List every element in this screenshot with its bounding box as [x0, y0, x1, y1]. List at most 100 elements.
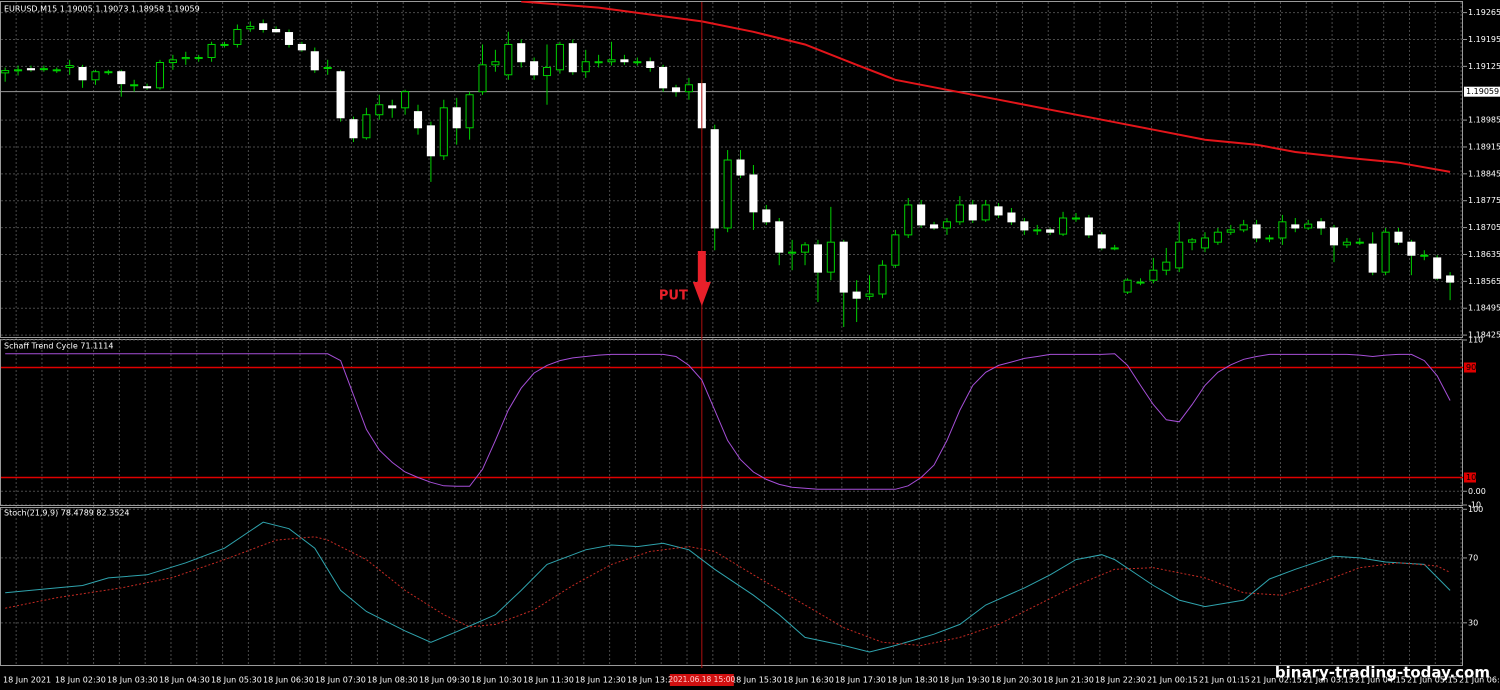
level-label-box — [1464, 362, 1476, 373]
indicator-line — [5, 353, 1451, 490]
candle-body — [401, 91, 410, 109]
signal-arrow — [692, 251, 711, 306]
candle-body — [1304, 223, 1313, 229]
candle-body — [117, 71, 126, 85]
x-tick-label: 21 Jun 01:15 — [1199, 676, 1250, 685]
candle-body — [813, 244, 822, 273]
x-tick-label: 21 Jun 00:15 — [1147, 676, 1198, 685]
candle-body — [1020, 221, 1029, 231]
candle-body — [955, 204, 964, 223]
candle-body — [568, 43, 577, 73]
crosshair-label-box — [669, 674, 734, 686]
candle-body — [633, 61, 642, 64]
level-label: 90 — [1466, 363, 1476, 372]
candle-body — [1200, 237, 1210, 249]
x-tick-label: 18 Jun 21:30 — [1043, 676, 1094, 685]
y-tick-label: 1.19125 — [1468, 62, 1500, 71]
candle-body — [878, 264, 887, 295]
pane-title: Schaff Trend Cycle 71.1114 — [4, 342, 113, 351]
candle-body — [1265, 237, 1274, 240]
candle-body — [207, 43, 216, 59]
candle-body — [530, 61, 539, 76]
candle-body — [362, 114, 371, 139]
candle-body — [1110, 247, 1119, 250]
candle-body — [1123, 279, 1132, 293]
candle-body — [800, 244, 810, 253]
candle-body — [336, 71, 345, 119]
candle-body — [388, 105, 397, 109]
stoch-pane-frame — [0, 507, 1463, 666]
candle-body — [852, 291, 861, 299]
candle-body — [1071, 217, 1081, 220]
candle-body — [891, 234, 900, 266]
x-tick-label: 18 Jun 18:30 — [887, 676, 938, 685]
x-tick-label: 18 Jun 11:30 — [523, 676, 574, 685]
x-tick-label: 18 Jun 05:30 — [211, 676, 262, 685]
moving-average — [521, 1, 1451, 173]
candle-body — [91, 71, 100, 81]
candle-body — [646, 61, 655, 68]
candle-body — [1446, 275, 1455, 283]
x-tick-label: 18 Jun 20:30 — [991, 676, 1042, 685]
candle-body — [710, 129, 719, 229]
candle-body — [104, 71, 113, 74]
y-tick-label: 0.00 — [1468, 487, 1486, 496]
candle-body — [26, 68, 36, 71]
x-tick-label: 21 Jun 02:15 — [1251, 676, 1302, 685]
y-tick-label: 1.18775 — [1468, 196, 1500, 205]
candle-body — [1162, 261, 1171, 271]
indicator-line — [5, 536, 1451, 647]
candle-body — [168, 59, 177, 64]
candle-body — [517, 43, 526, 63]
candle-body — [684, 84, 693, 93]
candle-body — [968, 204, 977, 221]
y-tick-label: 1.18915 — [1468, 142, 1500, 151]
y-tick-label: 1.19265 — [1468, 8, 1500, 17]
y-tick-label: 1.18845 — [1468, 169, 1500, 178]
candle-body — [736, 159, 745, 176]
candle-body — [1394, 231, 1403, 243]
candle-body — [1226, 229, 1235, 233]
y-tick-label: 1.18565 — [1468, 277, 1500, 286]
x-tick-label: 18 Jun 22:30 — [1095, 676, 1146, 685]
candle-body — [1317, 221, 1326, 229]
candle-body — [465, 94, 474, 129]
candle-body — [839, 241, 848, 293]
candle-body — [478, 64, 487, 93]
candle-body — [1136, 281, 1145, 284]
x-tick-label: 18 Jun 09:30 — [419, 676, 470, 685]
candle-body — [1239, 224, 1248, 231]
main-pane-frame — [0, 1, 1463, 338]
candle-body — [1252, 224, 1261, 239]
level-label-box — [1464, 472, 1476, 483]
y-tick-label: 1.18495 — [1468, 304, 1500, 313]
candle-body — [246, 25, 255, 30]
x-tick-label: 18 Jun 13:30 — [627, 676, 678, 685]
x-tick-label: 18 Jun 06:30 — [263, 676, 314, 685]
candle-body — [942, 221, 951, 229]
x-tick-label: 18 Jun 15:30 — [731, 676, 782, 685]
x-tick-label: 18 Jun 02:30 — [55, 676, 106, 685]
candle-body — [1188, 239, 1197, 243]
x-tick-label: 18 Jun 12:30 — [575, 676, 626, 685]
candle-body — [1059, 217, 1068, 235]
candle-body — [143, 86, 152, 89]
candle-body — [981, 204, 990, 221]
x-tick-label: 18 Jun 03:30 — [107, 676, 158, 685]
pane — [1, 339, 1463, 505]
candle-body — [1084, 217, 1093, 236]
x-tick-label: 18 Jun 17:30 — [835, 676, 886, 685]
candle-body — [930, 224, 939, 229]
candle-body — [39, 68, 48, 71]
candle-body — [375, 104, 384, 116]
candle-body — [233, 28, 242, 45]
candle-body — [491, 61, 500, 66]
y-tick-label: 1.18425 — [1468, 331, 1500, 340]
candle-body — [1175, 241, 1184, 269]
candle-body — [452, 107, 461, 129]
candle-body — [155, 62, 165, 89]
level-label: 10 — [1466, 473, 1476, 482]
candle-body — [749, 174, 758, 213]
